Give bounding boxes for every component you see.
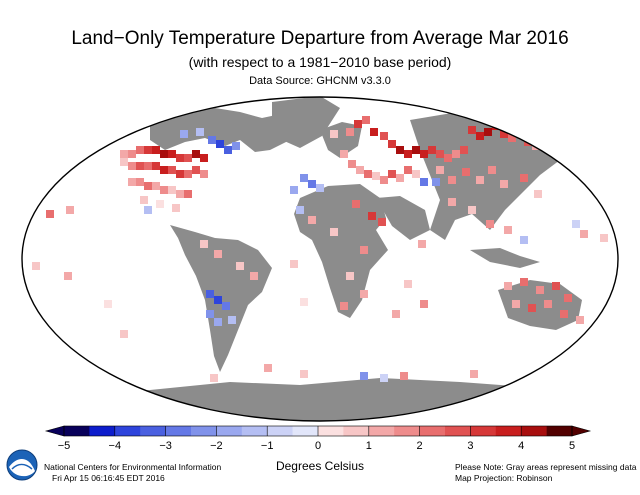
colorbar-arrow-low [44,425,65,437]
colorbar-cell [318,426,344,436]
cold-anomaly-cells [144,128,580,382]
colorbar-cell [165,426,192,436]
colorbar-cell [64,426,90,436]
colorbar-arrow-high [571,425,592,437]
globe-outline [21,96,619,422]
colorbar-tick-label: 3 [467,440,473,452]
colorbar-cell [343,426,370,436]
colorbar-cell [394,426,420,436]
colorbar-tick-label: −4 [109,440,122,452]
colorbar-cell [546,426,573,436]
colorbar-cell [495,426,522,436]
map-subtitle: (with respect to a 1981−2010 base period… [188,54,452,70]
colorbar-cell [114,426,141,436]
colorbar-cell [241,426,268,436]
colorbar-cell [419,426,446,436]
colorbar-cell [445,426,471,436]
map-title: Land−Only Temperature Departure from Ave… [71,28,569,49]
colorbar-tick-label: 5 [569,440,575,452]
colorbar-tick-label: −5 [58,440,71,452]
map-projection: Map Projection: Robinson [455,473,553,483]
colorbar-cell [368,426,395,436]
noaa-logo-icon [6,449,38,481]
generated-timestamp: Fri Apr 15 06:16:45 EDT 2016 [52,473,165,483]
missing-data-note: Please Note: Gray areas represent missin… [455,462,637,472]
legend-units: Degrees Celsius [275,459,365,473]
organization-name: National Centers for Environmental Infor… [44,462,222,472]
data-source: Data Source: GHCNM v3.3.0 [249,75,391,87]
colorbar-tick-label: −3 [159,440,172,452]
colorbar-tick-label: 2 [417,440,423,452]
colorbar-tick-label: −1 [261,440,274,452]
colorbar-tick-label: 1 [366,440,372,452]
colorbar-cell [267,426,293,436]
colorbar-tick-label: 0 [315,440,321,452]
colorbar-cell [521,426,547,436]
colorbar-cell [191,426,217,436]
colorbar-cell [470,426,497,436]
colorbar-cell [89,426,116,436]
colorbar-tick-label: −2 [210,440,223,452]
colorbar-cell [292,426,319,436]
colorbar-tick-label: 4 [518,440,524,452]
colorbar-cell [216,426,243,436]
colorbar-cell [140,426,166,436]
warm-anomaly-cells [32,116,608,382]
